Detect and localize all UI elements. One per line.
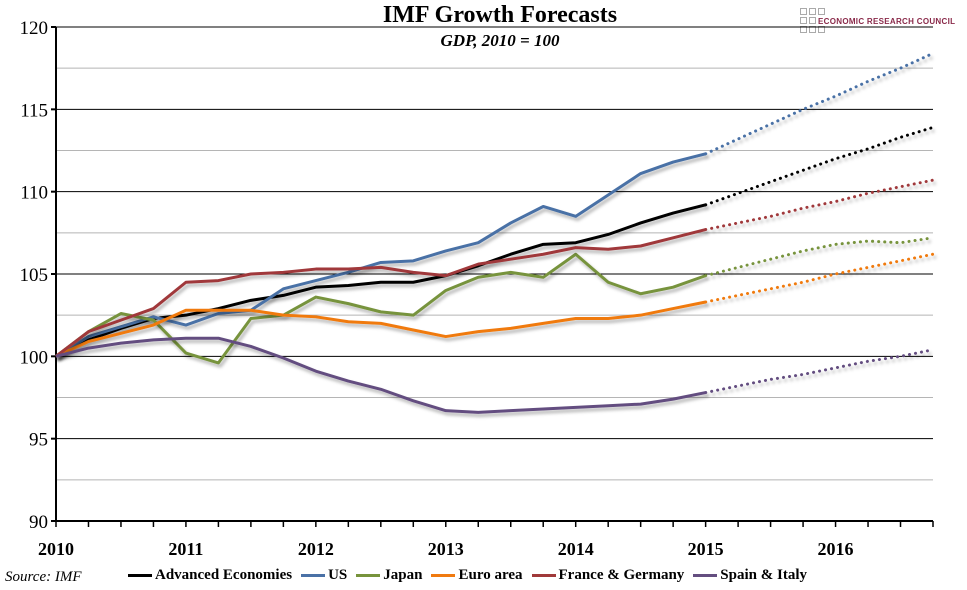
legend-swatch bbox=[301, 574, 326, 577]
legend-label: Euro area bbox=[458, 567, 523, 583]
x-tick-label: 2011 bbox=[168, 539, 203, 559]
legend-item-france-germany: France & Germany bbox=[531, 567, 685, 584]
forecast-line-spain-italy bbox=[704, 348, 935, 395]
x-tick-label: 2015 bbox=[688, 539, 724, 559]
erc-logo: ECONOMIC RESEARCH COUNCIL bbox=[800, 8, 955, 35]
chart-subtitle: GDP, 2010 = 100 bbox=[440, 31, 560, 50]
series-line-spain-italy bbox=[55, 336, 706, 414]
forecast-line-japan bbox=[704, 236, 935, 278]
legend-item-advanced-economies: Advanced Economies bbox=[128, 567, 292, 584]
series-line-france-germany bbox=[55, 228, 706, 358]
forecast-line-france-germany bbox=[704, 178, 935, 232]
legend-label: Spain & Italy bbox=[720, 567, 807, 583]
legend-label: Advanced Economies bbox=[155, 567, 293, 583]
legend-swatch bbox=[356, 574, 381, 577]
x-tick-label: 2016 bbox=[818, 539, 854, 559]
logo-text: ECONOMIC RESEARCH COUNCIL bbox=[818, 17, 956, 26]
x-tick-label: 2014 bbox=[558, 539, 594, 559]
forecast-line-us bbox=[704, 51, 935, 156]
legend-item-euro-area: Euro area bbox=[431, 567, 523, 584]
legend: Advanced Economies US Japan Euro area France… bbox=[128, 567, 807, 584]
legend-item-us: US bbox=[301, 567, 347, 584]
y-tick-label: 115 bbox=[20, 100, 48, 121]
legend-swatch bbox=[431, 574, 456, 577]
chart-title: IMF Growth Forecasts bbox=[382, 2, 618, 28]
y-tick-label: 105 bbox=[20, 265, 49, 286]
legend-swatch bbox=[693, 574, 718, 577]
forecast-line-advanced-economies bbox=[704, 125, 935, 207]
y-tick-label: 90 bbox=[29, 512, 48, 533]
y-tick-label: 110 bbox=[20, 183, 48, 204]
forecast-line-euro-area bbox=[704, 252, 935, 304]
legend-label: France & Germany bbox=[558, 567, 685, 583]
y-tick-label: 95 bbox=[29, 430, 48, 451]
y-tick-label: 100 bbox=[20, 347, 49, 368]
legend-swatch bbox=[128, 574, 152, 577]
legend-swatch bbox=[531, 574, 556, 577]
series-line-advanced-economies bbox=[55, 203, 706, 358]
legend-item-spain-italy: Spain & Italy bbox=[693, 567, 807, 584]
x-tick-label: 2010 bbox=[38, 539, 74, 559]
legend-label: Japan bbox=[383, 567, 423, 583]
series-line-japan bbox=[55, 252, 707, 365]
source-note: Source: IMF bbox=[5, 569, 82, 585]
series-line-euro-area bbox=[55, 300, 706, 358]
x-tick-label: 2013 bbox=[428, 539, 464, 559]
x-tick-label: 2012 bbox=[298, 539, 334, 559]
legend-label: US bbox=[328, 567, 348, 583]
legend-item-japan: Japan bbox=[356, 567, 422, 584]
y-tick-label: 120 bbox=[20, 18, 49, 39]
